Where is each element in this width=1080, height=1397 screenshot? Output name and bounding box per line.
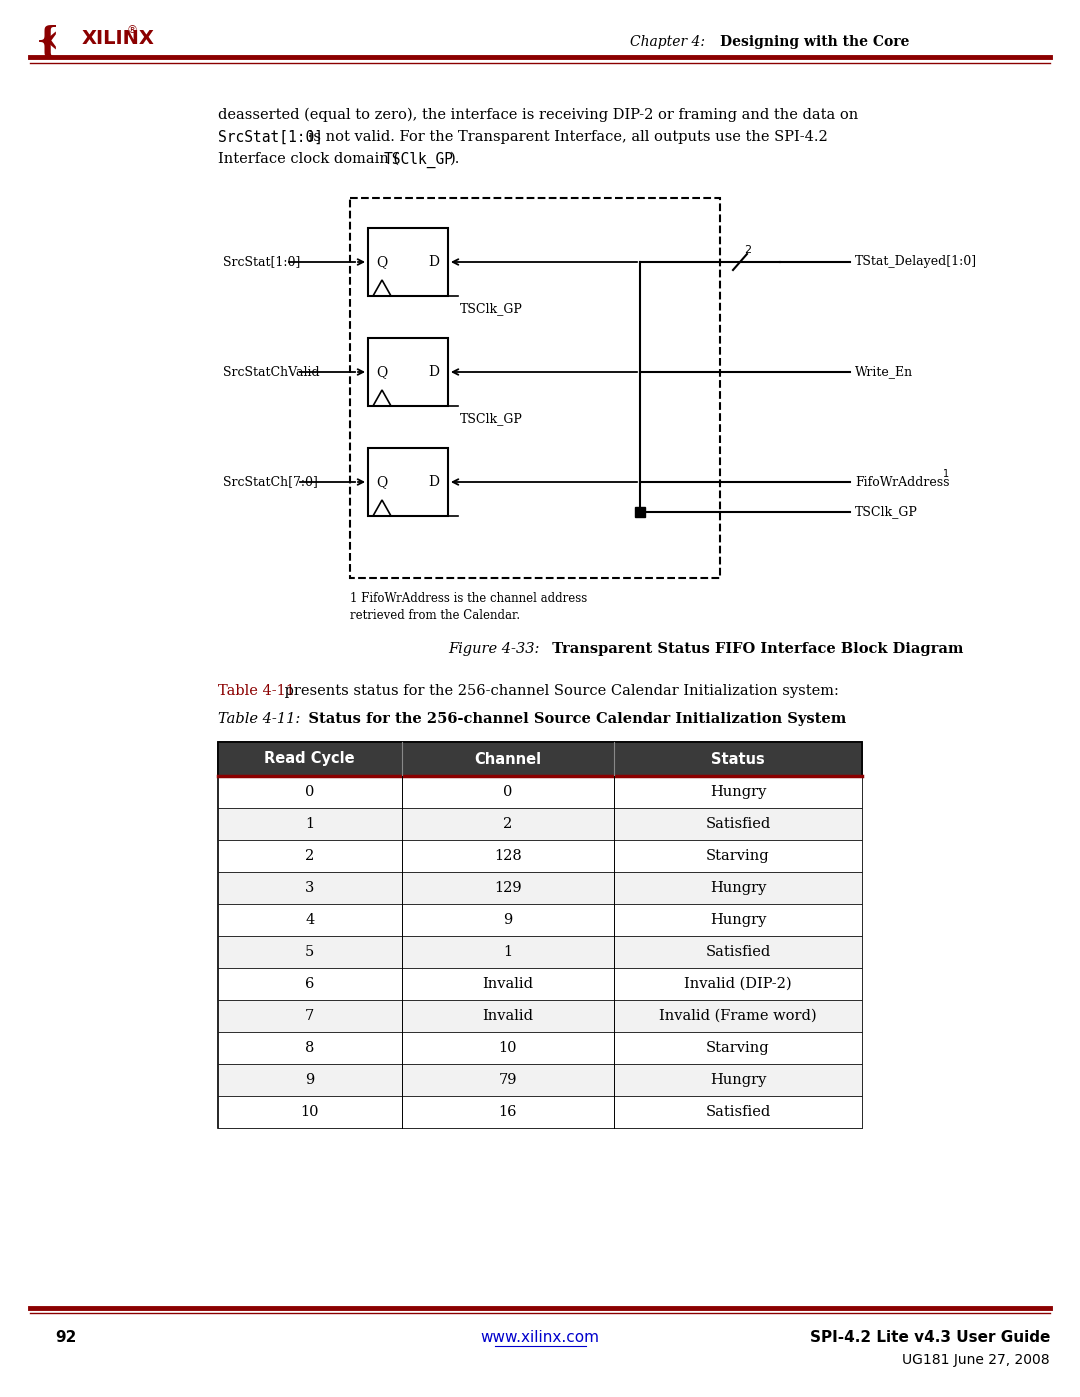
Text: deasserted (equal to zero), the interface is receiving DIP-2 or framing and the : deasserted (equal to zero), the interfac…	[218, 108, 859, 123]
Text: Starving: Starving	[706, 1041, 770, 1055]
Text: Read Cycle: Read Cycle	[265, 752, 355, 767]
Text: D: D	[429, 365, 440, 379]
Text: Hungry: Hungry	[710, 914, 766, 928]
Text: 2: 2	[503, 817, 512, 831]
Bar	[218, 1032, 862, 1065]
Text: UG181 June 27, 2008: UG181 June 27, 2008	[903, 1354, 1050, 1368]
Text: Interface clock domain (: Interface clock domain (	[218, 152, 400, 166]
Text: TStat_Delayed[1:0]: TStat_Delayed[1:0]	[855, 256, 977, 268]
Text: Invalid (DIP-2): Invalid (DIP-2)	[685, 977, 792, 990]
Text: SrcStatCh[7:0]: SrcStatCh[7:0]	[222, 475, 318, 489]
Bar	[218, 775, 862, 807]
Text: retrieved from the Calendar.: retrieved from the Calendar.	[350, 609, 521, 622]
Bar	[368, 448, 448, 515]
Bar	[218, 1097, 862, 1127]
Text: www.xilinx.com: www.xilinx.com	[481, 1330, 599, 1345]
Bar	[218, 1000, 862, 1032]
Text: Table 4-11:: Table 4-11:	[218, 712, 300, 726]
Text: Q: Q	[376, 256, 388, 270]
Bar	[218, 742, 862, 775]
Text: TSClk_GP: TSClk_GP	[460, 302, 523, 314]
Text: Transparent Status FIFO Interface Block Diagram: Transparent Status FIFO Interface Block …	[542, 643, 963, 657]
Text: 92: 92	[55, 1330, 77, 1345]
Text: 10: 10	[300, 1105, 319, 1119]
Bar	[218, 904, 862, 936]
Text: 1: 1	[943, 469, 949, 479]
Text: 0: 0	[503, 785, 513, 799]
Text: TSClk_GP: TSClk_GP	[855, 506, 918, 518]
Text: SrcStatChValid: SrcStatChValid	[222, 366, 320, 379]
Text: ).: ).	[450, 152, 460, 166]
Text: 16: 16	[499, 1105, 517, 1119]
Text: Hungry: Hungry	[710, 1073, 766, 1087]
Text: SrcStat[1:0]: SrcStat[1:0]	[222, 256, 300, 268]
Text: TSClk_GP: TSClk_GP	[460, 412, 523, 425]
Bar	[218, 742, 862, 1127]
Text: 4: 4	[306, 914, 314, 928]
Text: 7: 7	[306, 1009, 314, 1023]
Bar	[218, 1065, 862, 1097]
Text: 1: 1	[306, 817, 314, 831]
Text: 0: 0	[305, 785, 314, 799]
Text: TSClk_GP: TSClk_GP	[384, 152, 454, 168]
Bar	[218, 872, 862, 904]
Text: 128: 128	[494, 849, 522, 863]
Text: Write_En: Write_En	[855, 366, 913, 379]
Text: ‹: ‹	[44, 22, 59, 61]
Text: Satisfied: Satisfied	[705, 1105, 771, 1119]
Text: {: {	[37, 24, 59, 59]
Bar	[218, 936, 862, 968]
Text: 9: 9	[306, 1073, 314, 1087]
Text: XILINX: XILINX	[82, 28, 154, 47]
Text: Table 4-11: Table 4-11	[218, 685, 295, 698]
Text: 6: 6	[305, 977, 314, 990]
Text: Designing with the Core: Designing with the Core	[720, 35, 909, 49]
Text: Chapter 4:: Chapter 4:	[630, 35, 714, 49]
Text: D: D	[429, 475, 440, 489]
Text: 5: 5	[306, 944, 314, 958]
Text: SPI-4.2 Lite v4.3 User Guide: SPI-4.2 Lite v4.3 User Guide	[810, 1330, 1050, 1345]
Text: Status for the 256-channel Source Calendar Initialization System: Status for the 256-channel Source Calend…	[293, 712, 847, 726]
Text: 10: 10	[499, 1041, 517, 1055]
Bar	[218, 968, 862, 1000]
Text: 2: 2	[744, 244, 751, 256]
Text: Invalid: Invalid	[483, 977, 534, 990]
Text: 1 FifoWrAddress is the channel address: 1 FifoWrAddress is the channel address	[350, 592, 588, 605]
Text: FifoWrAddress: FifoWrAddress	[855, 475, 949, 489]
Text: Figure 4-33:: Figure 4-33:	[448, 643, 540, 657]
Text: 79: 79	[499, 1073, 517, 1087]
Text: Invalid: Invalid	[483, 1009, 534, 1023]
Text: 129: 129	[494, 882, 522, 895]
Text: 3: 3	[305, 882, 314, 895]
Text: Satisfied: Satisfied	[705, 817, 771, 831]
Text: Invalid (Frame word): Invalid (Frame word)	[659, 1009, 816, 1023]
Text: Channel: Channel	[474, 752, 541, 767]
Bar	[350, 198, 720, 578]
Text: 8: 8	[305, 1041, 314, 1055]
Text: Status: Status	[711, 752, 765, 767]
Bar	[218, 807, 862, 840]
Text: Starving: Starving	[706, 849, 770, 863]
Text: is not valid. For the Transparent Interface, all outputs use the SPI-4.2: is not valid. For the Transparent Interf…	[303, 130, 827, 144]
Text: 1: 1	[503, 944, 512, 958]
Text: Satisfied: Satisfied	[705, 944, 771, 958]
Bar	[218, 840, 862, 872]
Text: 9: 9	[503, 914, 512, 928]
Text: Hungry: Hungry	[710, 785, 766, 799]
Bar	[368, 338, 448, 407]
Text: Hungry: Hungry	[710, 882, 766, 895]
Text: SrcStat[1:0]: SrcStat[1:0]	[218, 130, 323, 145]
Text: Q: Q	[376, 365, 388, 379]
Text: presents status for the 256-channel Source Calendar Initialization system:: presents status for the 256-channel Sour…	[280, 685, 839, 698]
Text: D: D	[429, 256, 440, 270]
Text: 2: 2	[306, 849, 314, 863]
Bar	[368, 228, 448, 296]
Text: ®: ®	[126, 25, 137, 35]
Text: Q: Q	[376, 475, 388, 489]
